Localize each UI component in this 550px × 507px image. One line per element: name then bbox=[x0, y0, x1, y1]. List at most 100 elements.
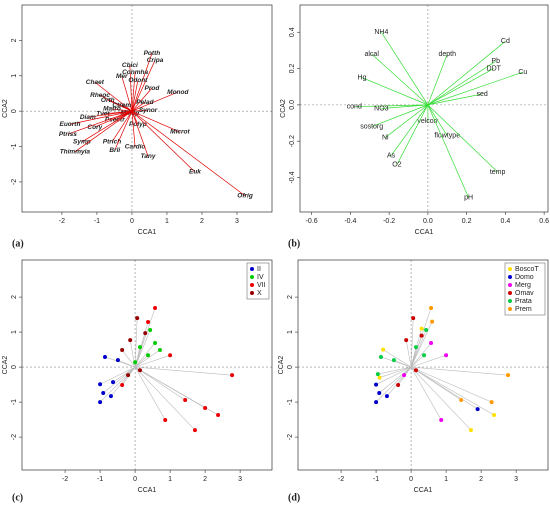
site-line bbox=[382, 349, 412, 368]
site-line bbox=[410, 366, 495, 416]
legend-swatch bbox=[508, 275, 512, 279]
site-point bbox=[203, 406, 208, 411]
vector-label: Chaet bbox=[86, 79, 105, 86]
x-tick-label: -1 bbox=[373, 476, 379, 483]
site-line bbox=[410, 318, 414, 368]
arrow bbox=[354, 104, 428, 108]
vector-label: flowtype bbox=[434, 133, 460, 140]
arrow bbox=[67, 110, 133, 135]
site-point bbox=[137, 345, 142, 350]
legend-swatch bbox=[508, 283, 512, 287]
site-point bbox=[419, 333, 424, 338]
vector-label: Cripa bbox=[147, 57, 164, 64]
x-tick-label: 0 bbox=[409, 476, 413, 483]
arrow bbox=[131, 111, 149, 157]
site-point bbox=[153, 305, 158, 310]
legend-swatch bbox=[508, 307, 512, 311]
arrow bbox=[131, 53, 153, 112]
x-tick-label: 2 bbox=[479, 476, 483, 483]
vector-label: NO3 bbox=[374, 105, 389, 112]
site-line bbox=[379, 366, 412, 394]
plot-frame bbox=[21, 4, 273, 213]
site-point bbox=[137, 368, 142, 373]
site-point bbox=[506, 373, 511, 378]
vector-label: Brli bbox=[109, 147, 120, 154]
site-point bbox=[444, 353, 449, 358]
site-line bbox=[393, 359, 412, 368]
vector-label: Synor bbox=[139, 107, 158, 114]
legend-label: Omav bbox=[515, 290, 534, 297]
vector-label: Mer bbox=[116, 73, 128, 80]
site-point bbox=[413, 345, 418, 350]
legend-swatch bbox=[508, 299, 512, 303]
site-point bbox=[102, 354, 107, 359]
arrow bbox=[427, 104, 469, 198]
arrow bbox=[121, 76, 133, 112]
x-axis-label: CCA1 bbox=[138, 229, 157, 236]
panel-caption: (b) bbox=[288, 238, 300, 249]
vector-label: Mikdp bbox=[120, 110, 139, 117]
vector-label: Ptriss bbox=[59, 131, 77, 138]
arrow bbox=[385, 104, 429, 138]
legend-label: Prem bbox=[515, 306, 532, 313]
y-tick-label: -0.2 bbox=[289, 135, 296, 147]
vector-label: Symp bbox=[73, 139, 91, 146]
site-point bbox=[126, 373, 131, 378]
vector-label: Psectr bbox=[105, 117, 125, 124]
vector-label: velcorr bbox=[417, 118, 439, 125]
arrow bbox=[427, 104, 448, 136]
site-line bbox=[375, 366, 412, 385]
x-tick-label: 3 bbox=[238, 476, 242, 483]
x-tick-label: -1 bbox=[94, 218, 100, 225]
site-point bbox=[108, 394, 113, 399]
site-point bbox=[439, 417, 444, 422]
y-tick-label: -1 bbox=[287, 399, 294, 405]
y-tick-label: 0.0 bbox=[289, 100, 296, 110]
x-tick-label: 0.6 bbox=[539, 218, 549, 225]
site-line bbox=[410, 366, 472, 431]
arrow bbox=[427, 60, 496, 106]
arrow bbox=[131, 91, 178, 112]
y-tick-label: 1 bbox=[11, 74, 18, 78]
site-point bbox=[120, 347, 125, 352]
arrow bbox=[111, 110, 133, 143]
site-point bbox=[230, 373, 235, 378]
legend-swatch bbox=[250, 275, 254, 279]
site-point bbox=[375, 372, 380, 377]
site-point bbox=[377, 391, 382, 395]
arrow bbox=[87, 110, 132, 118]
site-point bbox=[146, 319, 151, 324]
site-point bbox=[429, 340, 434, 345]
site-point bbox=[148, 328, 153, 332]
vector-label: As bbox=[387, 153, 396, 160]
arrow bbox=[131, 109, 149, 112]
legend-label: X bbox=[257, 290, 262, 297]
vector-label: pH bbox=[464, 194, 473, 201]
site-point bbox=[183, 398, 188, 402]
site-line bbox=[405, 340, 412, 368]
plot-frame bbox=[297, 259, 549, 471]
site-point bbox=[430, 319, 435, 324]
arrow bbox=[131, 110, 246, 197]
x-tick-label: -2 bbox=[338, 476, 344, 483]
x-tick-label: -2 bbox=[62, 476, 68, 483]
legend-swatch bbox=[250, 283, 254, 287]
vector-label: depth bbox=[438, 51, 456, 58]
x-tick-label: -1 bbox=[97, 476, 103, 483]
legend-label: Merg bbox=[515, 282, 531, 289]
panel: -2 -1 0 1 2 3 -2 -1 0 1 2 CCA1 CCA2 (d) BoscoTDomoMerg… bbox=[278, 259, 549, 503]
y-tick-label: 1 bbox=[11, 330, 18, 334]
vector-label: temp bbox=[490, 169, 506, 176]
site-point bbox=[146, 353, 151, 358]
x-tick-label: 1 bbox=[444, 476, 448, 483]
site-line bbox=[134, 329, 151, 368]
x-tick-label: -0.6 bbox=[306, 218, 318, 225]
arrow bbox=[371, 104, 429, 127]
site-point bbox=[468, 428, 473, 433]
x-tick-label: 2 bbox=[203, 476, 207, 483]
site-point bbox=[378, 354, 383, 359]
arrow bbox=[381, 104, 428, 109]
arrow bbox=[129, 65, 133, 112]
